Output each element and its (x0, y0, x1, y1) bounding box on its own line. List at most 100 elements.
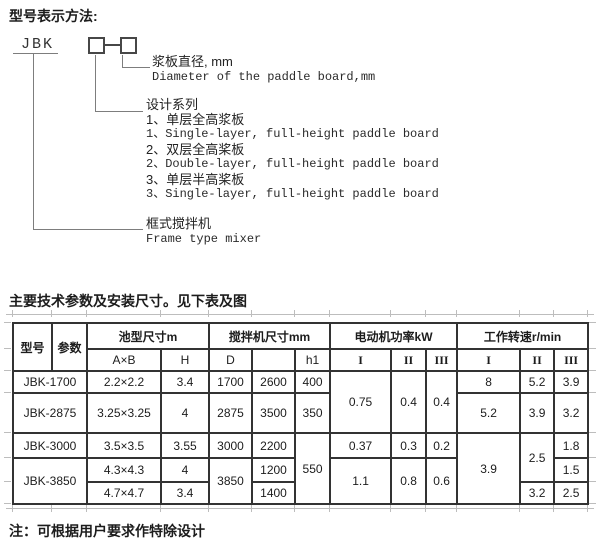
grid-guide-tick (12, 505, 13, 512)
header-row-groups: 型号 参数 池型尺寸m 搅拌机尺寸mm 电动机功率kW 工作转速r/min (12, 322, 590, 372)
cell-axb: 2.2×2.2 (86, 370, 162, 394)
note-text: 注：可根据用户要求作特除设计 (9, 523, 205, 539)
cell-model: JBK-2875 (12, 392, 88, 434)
cell-d: 3850 (208, 457, 254, 505)
subheader-h1: h1 (294, 348, 332, 372)
grid-guide-tick (6, 314, 594, 315)
grid-guide-tick (86, 310, 87, 317)
table-row-jbk3850-a: JBK-3850 4.3×4.3 4 3850 1200 1.1 0.8 0.6… (12, 457, 590, 505)
grid-guide-tick (51, 505, 52, 512)
grid-guide-tick (589, 392, 596, 393)
cell-model: JBK-3850 (12, 457, 88, 505)
connector-elbow-series (95, 111, 143, 112)
connector-elbow-diameter (122, 67, 150, 68)
grid-guide-tick (251, 505, 252, 512)
subheader-speed-2: II (519, 348, 556, 372)
grid-guide-tick (4, 481, 11, 482)
grid-guide-tick (553, 505, 554, 512)
header-pool-size: 池型尺寸m (85, 322, 211, 350)
grid-guide-tick (589, 348, 596, 349)
cell-model: JBK-1700 (12, 370, 88, 394)
cell-h: 4 (159, 457, 211, 483)
header-row-sub: A×B H D h1 I II III I II III (13, 348, 590, 372)
subheader-power-1: I (329, 348, 393, 372)
paddle-diameter-label-en: Diameter of the paddle board,mm (152, 70, 376, 84)
design-series-title: 设计系列 (146, 97, 199, 112)
grid-guide-tick (86, 505, 87, 512)
subheader-power-3: III (425, 348, 459, 372)
cell-p1: 1.1 (329, 457, 393, 505)
grid-guide-tick (4, 457, 11, 458)
cell-p1: 0.37 (329, 432, 393, 459)
grid-guide-tick (519, 505, 520, 512)
grid-guide-tick (589, 457, 596, 458)
cell-s3: 1.5 (553, 457, 590, 483)
model-code-box-series (88, 37, 105, 54)
grid-guide-tick (553, 310, 554, 317)
grid-guide-tick (587, 310, 588, 317)
cell-d2: 2600 (251, 370, 297, 394)
subheader-h: H (159, 348, 211, 372)
spec-table: 型号 参数 池型尺寸m 搅拌机尺寸mm 电动机功率kW 工作转速r/min A×… (12, 322, 590, 505)
page-title: 型号表示方法: (9, 8, 98, 24)
grid-guide-tick (208, 505, 209, 512)
header-model: 型号 (12, 322, 53, 372)
cell-model: JBK-3000 (12, 432, 88, 459)
grid-guide-tick (589, 481, 596, 482)
grid-guide-tick (390, 505, 391, 512)
grid-guide-tick (390, 310, 391, 317)
header-motor-power: 电动机功率kW (329, 322, 459, 350)
cell-d2: 1400 (251, 481, 297, 505)
cell-s2: 3.9 (519, 392, 556, 434)
header-work-speed: 工作转速r/min (456, 322, 590, 350)
header-mixer-size: 搅拌机尺寸mm (208, 322, 332, 350)
grid-guide-tick (4, 432, 11, 433)
cell-d2: 1200 (251, 457, 297, 483)
grid-guide-tick (425, 310, 426, 317)
grid-guide-tick (4, 370, 11, 371)
grid-guide-tick (51, 310, 52, 317)
connector-line-frame (33, 54, 34, 229)
cell-p2: 0.3 (390, 432, 428, 459)
frame-mixer-label-zh: 框式搅拌机 (146, 216, 212, 231)
grid-guide-tick (425, 505, 426, 512)
cell-axb: 3.25×3.25 (86, 392, 162, 434)
cell-s1: 3.9 (456, 432, 522, 505)
cell-d: 1700 (208, 370, 254, 394)
grid-guide-tick (589, 322, 596, 323)
header-param: 参数 (51, 322, 88, 372)
cell-p2: 0.4 (390, 370, 428, 434)
series-item-3-zh: 3、单层半高桨板 (146, 172, 245, 187)
cell-s1: 5.2 (456, 392, 522, 434)
cell-p2: 0.8 (390, 457, 428, 505)
cell-s2: 3.2 (519, 481, 556, 505)
grid-guide-tick (589, 503, 596, 504)
cell-p3: 0.2 (425, 432, 459, 459)
cell-h: 3.4 (159, 370, 211, 394)
cell-s2: 5.2 (519, 370, 556, 394)
grid-guide-tick (208, 310, 209, 317)
series-item-3-en: 3、Single-layer, full-height paddle board (146, 187, 439, 201)
subheader-speed-3: III (553, 348, 590, 372)
table-row-jbk2875: JBK-2875 3.25×3.25 4 2875 3500 350 5.2 3… (12, 392, 590, 434)
connector-line-series (95, 55, 96, 111)
cell-d: 2875 (208, 392, 254, 434)
cell-axb: 3.5×3.5 (86, 432, 162, 459)
cell-d2: 3500 (251, 392, 297, 434)
grid-guide-tick (294, 505, 295, 512)
cell-h: 3.4 (159, 481, 211, 505)
cell-d2: 2200 (251, 432, 297, 459)
subheader-speed-1: I (456, 348, 522, 372)
cell-h: 4 (159, 392, 211, 434)
series-item-2-zh: 2、双层全高桨板 (146, 142, 245, 157)
cell-s1: 8 (456, 370, 522, 394)
table-row-jbk3850-b: 4.7×4.7 3.4 1400 3.2 2.5 (13, 481, 590, 505)
grid-guide-tick (4, 503, 11, 504)
cell-s3: 3.9 (553, 370, 590, 394)
jbk-underline (13, 53, 58, 54)
cell-h1: 550 (294, 432, 332, 505)
connector-elbow-frame (33, 229, 143, 230)
frame-mixer-label-en: Frame type mixer (146, 232, 262, 246)
grid-guide-tick (456, 310, 457, 317)
cell-s2: 2.5 (519, 432, 556, 483)
